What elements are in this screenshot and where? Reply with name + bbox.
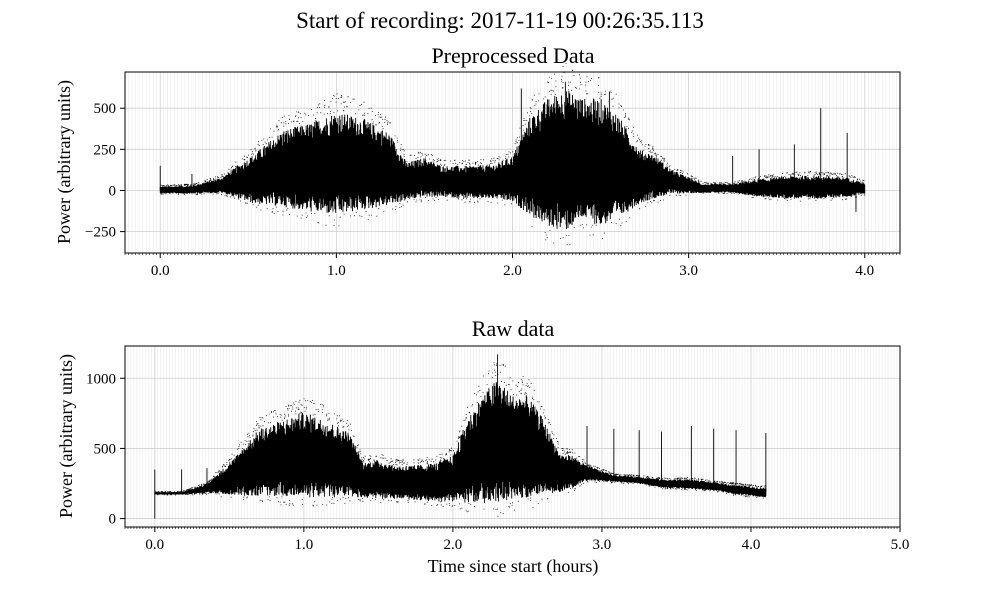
raw-x-tick-label: 2.0 bbox=[444, 537, 463, 553]
raw-x-tick-label: 5.0 bbox=[891, 537, 910, 553]
raw-x-tick-label: 4.0 bbox=[742, 537, 761, 553]
preprocessed-y-tick-label: 250 bbox=[94, 142, 117, 158]
preprocessed-axes-frame bbox=[124, 71, 901, 254]
raw-axes-frame bbox=[124, 345, 901, 528]
raw-ticks: 0.0 1.0 2.0 3.0 4.0 5.0 0 500 1000 bbox=[86, 371, 909, 553]
preprocessed-y-tick-label: −250 bbox=[85, 225, 116, 241]
raw-y-tick-label: 1000 bbox=[86, 371, 116, 387]
figure-suptitle: Start of recording: 2017-11-19 00:26:35.… bbox=[296, 8, 704, 33]
raw-x-tick-label: 0.0 bbox=[145, 537, 164, 553]
preprocessed-data bbox=[159, 63, 866, 246]
raw-xlabel: Time since start (hours) bbox=[428, 556, 599, 577]
raw-data-band bbox=[154, 382, 767, 504]
raw-ylabel: Power (arbitrary units) bbox=[56, 354, 77, 518]
raw-panel: Raw data Power (arbitrary units) 0.0 1.0 2… bbox=[56, 316, 909, 577]
preprocessed-ylabel: Power (arbitrary units) bbox=[54, 80, 75, 244]
raw-x-tick-label: 3.0 bbox=[593, 537, 612, 553]
preprocessed-y-tick-label: 500 bbox=[94, 101, 117, 117]
preprocessed-panel: Preprocessed Data Power (arbitrary units… bbox=[54, 43, 901, 279]
preprocessed-outlier-points bbox=[160, 63, 866, 246]
preprocessed-title: Preprocessed Data bbox=[431, 43, 594, 68]
preprocessed-x-tick-label: 4.0 bbox=[855, 263, 874, 279]
preprocessed-x-tick-label: 3.0 bbox=[679, 263, 698, 279]
raw-y-tick-label: 0 bbox=[109, 512, 117, 528]
preprocessed-x-tick-label: 1.0 bbox=[327, 263, 346, 279]
preprocessed-x-tick-label: 2.0 bbox=[503, 263, 522, 279]
raw-x-tick-label: 1.0 bbox=[294, 537, 313, 553]
raw-data bbox=[154, 354, 767, 519]
preprocessed-y-tick-label: 0 bbox=[109, 183, 117, 199]
raw-grid bbox=[124, 346, 901, 527]
raw-title: Raw data bbox=[472, 316, 555, 341]
raw-outlier-points bbox=[155, 362, 767, 517]
preprocessed-x-tick-label: 0.0 bbox=[151, 263, 170, 279]
raw-y-tick-label: 500 bbox=[94, 441, 117, 457]
